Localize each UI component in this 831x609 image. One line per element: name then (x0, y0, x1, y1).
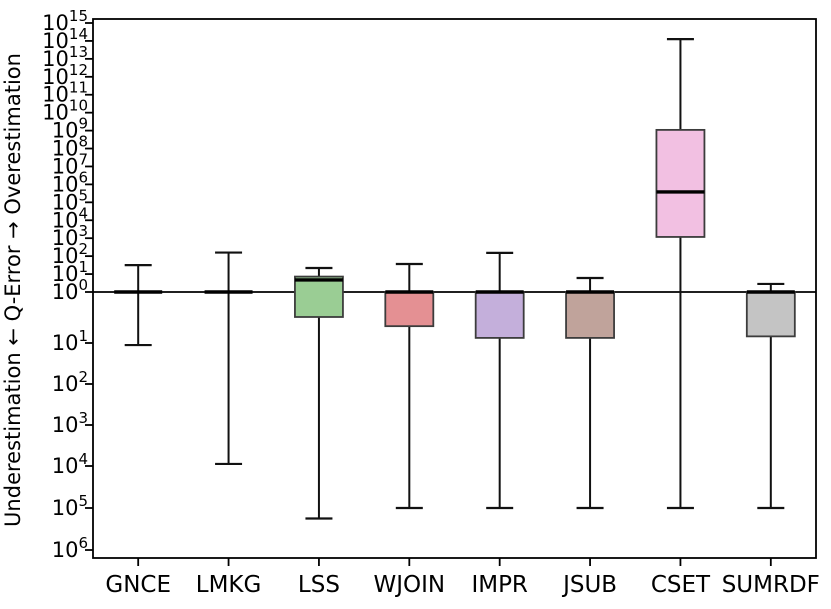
y-tick-label: 106 (52, 534, 88, 562)
y-tick-label: 109 (52, 115, 88, 143)
box-SUMRDF (745, 291, 796, 338)
x-tick-label-CSET: CSET (651, 572, 711, 598)
box-LSS (294, 275, 344, 318)
y-tick-label: 100 (52, 276, 88, 304)
y-tick-label: 1012 (42, 61, 88, 89)
x-tick-label-WJOIN: WJOIN (374, 572, 446, 598)
x-tick-label-SUMRDF: SUMRDF (722, 572, 820, 598)
y-tick-label: 106 (52, 168, 88, 196)
x-tick-label-IMPR: IMPR (471, 572, 527, 598)
box-CSET (655, 128, 706, 238)
y-tick-label: 102 (52, 368, 88, 396)
box-WJOIN (384, 291, 435, 328)
y-tick-label: 1013 (42, 43, 88, 71)
y-tick-label: 1010 (42, 97, 88, 125)
y-tick-label: 1014 (42, 25, 88, 53)
y-tick-label: 103 (52, 409, 88, 437)
y-tick-label: 108 (52, 133, 88, 161)
box-JSUB (565, 291, 615, 339)
y-tick-label: 102 (52, 240, 88, 268)
y-tick-label: 107 (52, 150, 88, 178)
y-tick-label: 1011 (42, 79, 88, 107)
y-tick-label: 103 (52, 222, 88, 250)
plot-frame (92, 18, 817, 559)
x-tick-label-LSS: LSS (298, 572, 340, 598)
y-tick-label: 101 (52, 258, 88, 286)
y-tick-label: 1015 (42, 7, 88, 35)
y-tick-label: 104 (52, 204, 88, 232)
x-tick-label-GNCE: GNCE (105, 572, 171, 598)
y-tick-label: 105 (52, 186, 88, 214)
x-tick-label-JSUB: JSUB (561, 572, 617, 598)
box-IMPR (474, 291, 525, 339)
y-tick-label: 101 (52, 327, 88, 355)
x-tick-label-LMKG: LMKG (196, 572, 262, 598)
y-tick-label: 105 (52, 492, 88, 520)
y-axis-label: Underestimation ← Q-Error → Overestimati… (1, 53, 25, 527)
y-tick-label: 104 (52, 450, 88, 478)
